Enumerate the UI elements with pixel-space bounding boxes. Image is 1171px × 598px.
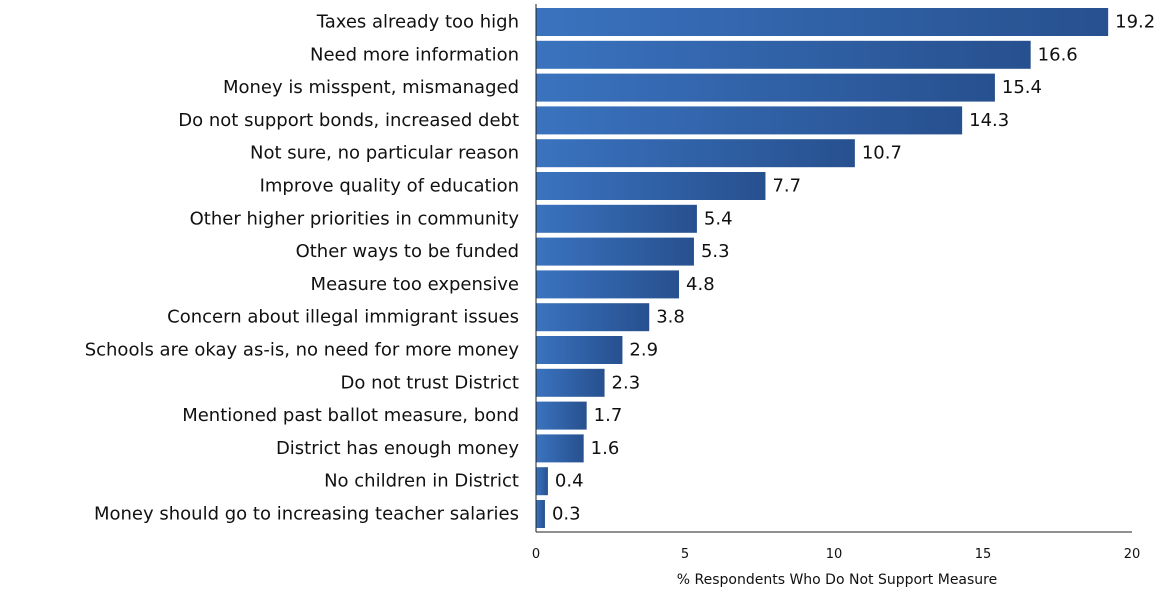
value-label: 3.8 [656,307,685,328]
bar [536,467,548,496]
category-label: No children in District [324,471,519,492]
x-ticks-group: 0 5 10 15 20 [532,547,1140,562]
category-labels-group: Taxes already too high Need more informat… [85,12,520,525]
bar [536,434,584,463]
value-label: 14.3 [969,110,1009,131]
value-label: 2.9 [629,340,658,361]
x-tick-label: 20 [1124,547,1141,562]
bar [536,139,855,168]
category-label: Taxes already too high [316,12,519,33]
bar [536,237,694,266]
bars-group [536,8,1109,528]
value-label: 1.7 [594,405,623,426]
value-label: 1.6 [591,438,620,459]
value-label: 10.7 [862,143,902,164]
bar [536,106,963,135]
category-label: Not sure, no particular reason [250,143,519,164]
category-label: Do not trust District [341,372,519,393]
bar [536,336,623,364]
bar [536,172,766,200]
value-labels-group: 19.2 16.6 15.4 14.3 10.7 7.7 5.4 5.3 4.83.8 2.9 2.… [552,12,1155,525]
category-label: Improve quality of education [260,176,519,197]
bar [536,270,680,299]
category-label: Mentioned past ballot measure, bond [182,405,519,426]
x-tick-label: 5 [681,547,689,562]
value-label: 4.8 [686,274,715,295]
category-label: Other ways to be funded [296,241,519,262]
bar [536,40,1031,69]
category-label: Other higher priorities in community [190,208,520,229]
x-tick-label: 0 [532,547,540,562]
value-label: 19.2 [1115,12,1155,33]
value-label: 0.3 [552,504,581,525]
category-label: Need more information [310,44,519,65]
category-label: Measure too expensive [311,274,519,295]
bar [536,303,650,332]
category-label: Concern about illegal immigrant issues [167,307,519,328]
x-tick-label: 10 [826,547,843,562]
value-label: 2.3 [612,372,641,393]
bar [536,368,605,397]
category-label: Schools are okay as-is, no need for more… [85,340,520,361]
category-label: Money should go to increasing teacher sa… [94,504,519,525]
bar [536,73,995,102]
bar [536,8,1109,36]
value-label: 15.4 [1002,77,1042,98]
category-label: Do not support bonds, increased debt [178,110,519,131]
value-label: 5.4 [704,208,733,229]
value-label: 7.7 [772,176,801,197]
value-label: 5.3 [701,241,730,262]
value-label: 16.6 [1038,44,1078,65]
bar [536,204,697,233]
value-label: 0.4 [555,471,584,492]
x-tick-label: 15 [975,547,992,562]
category-label: District has enough money [276,438,519,459]
bar [536,401,587,430]
category-label: Money is misspent, mismanaged [223,77,519,98]
x-axis-title: % Respondents Who Do Not Support Measure [677,572,998,588]
bar [536,500,545,528]
